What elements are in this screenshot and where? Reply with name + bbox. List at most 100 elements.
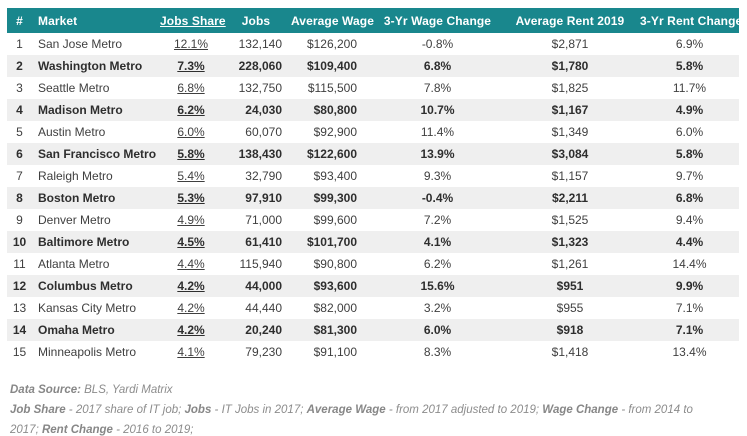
avg-wage-cell: $92,900 bbox=[313, 125, 357, 139]
table-row: 5 Austin Metro 6.0% 60,070 $92,900 11.4% $1,34… bbox=[7, 121, 739, 143]
header-jobs-share[interactable]: Jobs Share bbox=[160, 8, 226, 33]
table-row: 4 Madison Metro 6.2% 24,030 $80,800 10.7% $1,1… bbox=[7, 99, 739, 121]
footnote-term: Wage Change bbox=[542, 404, 619, 416]
market-cell: San Jose Metro bbox=[38, 37, 123, 51]
jobs-share-link[interactable]: 4.9% bbox=[177, 213, 205, 227]
avg-wage-cell: $122,600 bbox=[306, 147, 357, 161]
table-row: 9 Denver Metro 4.9% 71,000 $99,600 7.2% $1,525… bbox=[7, 209, 739, 231]
jobs-share-link[interactable]: 5.8% bbox=[177, 147, 205, 161]
rank-cell: 1 bbox=[16, 37, 23, 51]
rank-cell: 9 bbox=[16, 213, 23, 227]
avg-rent-cell: $951 bbox=[556, 279, 584, 293]
rank-cell: 7 bbox=[16, 169, 23, 183]
avg-rent-cell: $1,780 bbox=[551, 59, 589, 73]
rank-cell: 13 bbox=[12, 301, 27, 315]
jobs-cell: 97,910 bbox=[245, 191, 282, 205]
jobs-cell: 20,240 bbox=[245, 323, 282, 337]
jobs-share-link[interactable]: 4.1% bbox=[177, 345, 205, 359]
wage-change-cell: 7.8% bbox=[423, 81, 452, 95]
wage-change-cell: 7.2% bbox=[423, 213, 452, 227]
table-header: # Market Jobs Share Jobs Average Wage 3-… bbox=[7, 8, 742, 33]
rent-change-cell: 7.1% bbox=[675, 301, 704, 315]
definitions-note: Job Share - 2017 share of IT job; Jobs -… bbox=[10, 400, 722, 436]
wage-change-cell: 3.2% bbox=[423, 301, 452, 315]
header-row: # Market Jobs Share Jobs Average Wage 3-… bbox=[7, 8, 742, 33]
rent-change-cell: 9.4% bbox=[675, 213, 704, 227]
jobs-share-link[interactable]: 6.0% bbox=[177, 125, 205, 139]
jobs-share-link[interactable]: 4.5% bbox=[177, 235, 205, 249]
rank-cell: 15 bbox=[12, 345, 27, 359]
avg-rent-cell: $1,323 bbox=[551, 235, 589, 249]
table-row: 7 Raleigh Metro 5.4% 32,790 $93,400 9.3% $1,15… bbox=[7, 165, 739, 187]
market-cell: Minneapolis Metro bbox=[38, 345, 137, 359]
jobs-share-link[interactable]: 5.4% bbox=[177, 169, 205, 183]
rank-cell: 6 bbox=[16, 147, 23, 161]
footnote-term: Jobs bbox=[184, 404, 212, 416]
footnote-term: Average Wage bbox=[306, 404, 386, 416]
market-cell: Omaha Metro bbox=[38, 323, 115, 337]
jobs-share-link[interactable]: 7.3% bbox=[177, 59, 205, 73]
jobs-cell: 132,140 bbox=[238, 37, 282, 51]
jobs-share-link[interactable]: 4.2% bbox=[177, 279, 205, 293]
wage-change-cell: 10.7% bbox=[420, 103, 455, 117]
avg-rent-cell: $1,349 bbox=[551, 125, 589, 139]
wage-change-cell: 15.6% bbox=[420, 279, 455, 293]
wage-change-cell: 13.9% bbox=[420, 147, 455, 161]
rank-cell: 14 bbox=[12, 323, 27, 337]
market-cell: Boston Metro bbox=[38, 191, 116, 205]
wage-change-cell: 11.4% bbox=[420, 125, 455, 139]
jobs-cell: 44,000 bbox=[245, 279, 282, 293]
table-row: 12 Columbus Metro 4.2% 44,000 $93,600 15.6% $9… bbox=[7, 275, 739, 297]
rank-cell: 5 bbox=[16, 125, 23, 139]
footnote-text: BLS, Yardi Matrix bbox=[80, 384, 173, 396]
jobs-cell: 61,410 bbox=[245, 235, 282, 249]
jobs-cell: 32,790 bbox=[245, 169, 282, 183]
jobs-share-link[interactable]: 4.2% bbox=[177, 323, 205, 337]
table-row: 8 Boston Metro 5.3% 97,910 $99,300 -0.4% $2,21… bbox=[7, 187, 739, 209]
rent-change-cell: 14.4% bbox=[672, 257, 707, 271]
rank-cell: 11 bbox=[13, 257, 26, 271]
table-row: 14 Omaha Metro 4.2% 20,240 $81,300 6.0% $918 7.… bbox=[7, 319, 739, 341]
avg-wage-cell: $93,400 bbox=[313, 169, 357, 183]
jobs-cell: 24,030 bbox=[245, 103, 282, 117]
market-cell: Seattle Metro bbox=[38, 81, 110, 95]
market-cell: Washington Metro bbox=[38, 59, 143, 73]
avg-rent-cell: $955 bbox=[556, 301, 584, 315]
avg-wage-cell: $101,700 bbox=[306, 235, 357, 249]
wage-change-cell: 6.0% bbox=[423, 323, 452, 337]
jobs-cell: 71,000 bbox=[245, 213, 282, 227]
wage-change-cell: -0.4% bbox=[421, 191, 454, 205]
rank-cell: 4 bbox=[16, 103, 23, 117]
rent-change-cell: 9.9% bbox=[675, 279, 704, 293]
market-cell: Denver Metro bbox=[38, 213, 111, 227]
avg-rent-cell: $1,157 bbox=[551, 169, 589, 183]
avg-rent-cell: $918 bbox=[556, 323, 584, 337]
jobs-share-link[interactable]: 4.2% bbox=[177, 301, 205, 315]
jobs-cell: 132,750 bbox=[238, 81, 282, 95]
avg-rent-cell: $1,825 bbox=[551, 81, 589, 95]
rent-change-cell: 11.7% bbox=[672, 81, 707, 95]
jobs-share-link[interactable]: 6.2% bbox=[177, 103, 205, 117]
jobs-share-link[interactable]: 6.8% bbox=[177, 81, 205, 95]
rank-cell: 12 bbox=[12, 279, 27, 293]
table-body: 1 San Jose Metro 12.1% 132,140 $126,200 -0.8%… bbox=[7, 33, 739, 363]
avg-wage-cell: $99,600 bbox=[313, 213, 357, 227]
jobs-cell: 44,440 bbox=[245, 301, 282, 315]
jobs-share-link[interactable]: 5.3% bbox=[177, 191, 205, 205]
rank-cell: 3 bbox=[16, 81, 23, 95]
avg-wage-cell: $82,000 bbox=[313, 301, 357, 315]
wage-change-cell: 9.3% bbox=[423, 169, 452, 183]
rent-change-cell: 6.8% bbox=[675, 191, 704, 205]
market-cell: Columbus Metro bbox=[38, 279, 133, 293]
avg-rent-cell: $1,525 bbox=[551, 213, 589, 227]
header-rent-change: 3-Yr Rent Change bbox=[640, 8, 742, 33]
avg-rent-cell: $1,167 bbox=[551, 103, 589, 117]
header-wage-change: 3-Yr Wage Change bbox=[375, 8, 500, 33]
avg-rent-cell: $3,084 bbox=[551, 147, 589, 161]
jobs-share-link[interactable]: 12.1% bbox=[173, 37, 209, 51]
rent-change-cell: 13.4% bbox=[672, 345, 707, 359]
jobs-share-link[interactable]: 4.4% bbox=[177, 257, 205, 271]
market-cell: Raleigh Metro bbox=[38, 169, 113, 183]
market-cell: Austin Metro bbox=[38, 125, 106, 139]
